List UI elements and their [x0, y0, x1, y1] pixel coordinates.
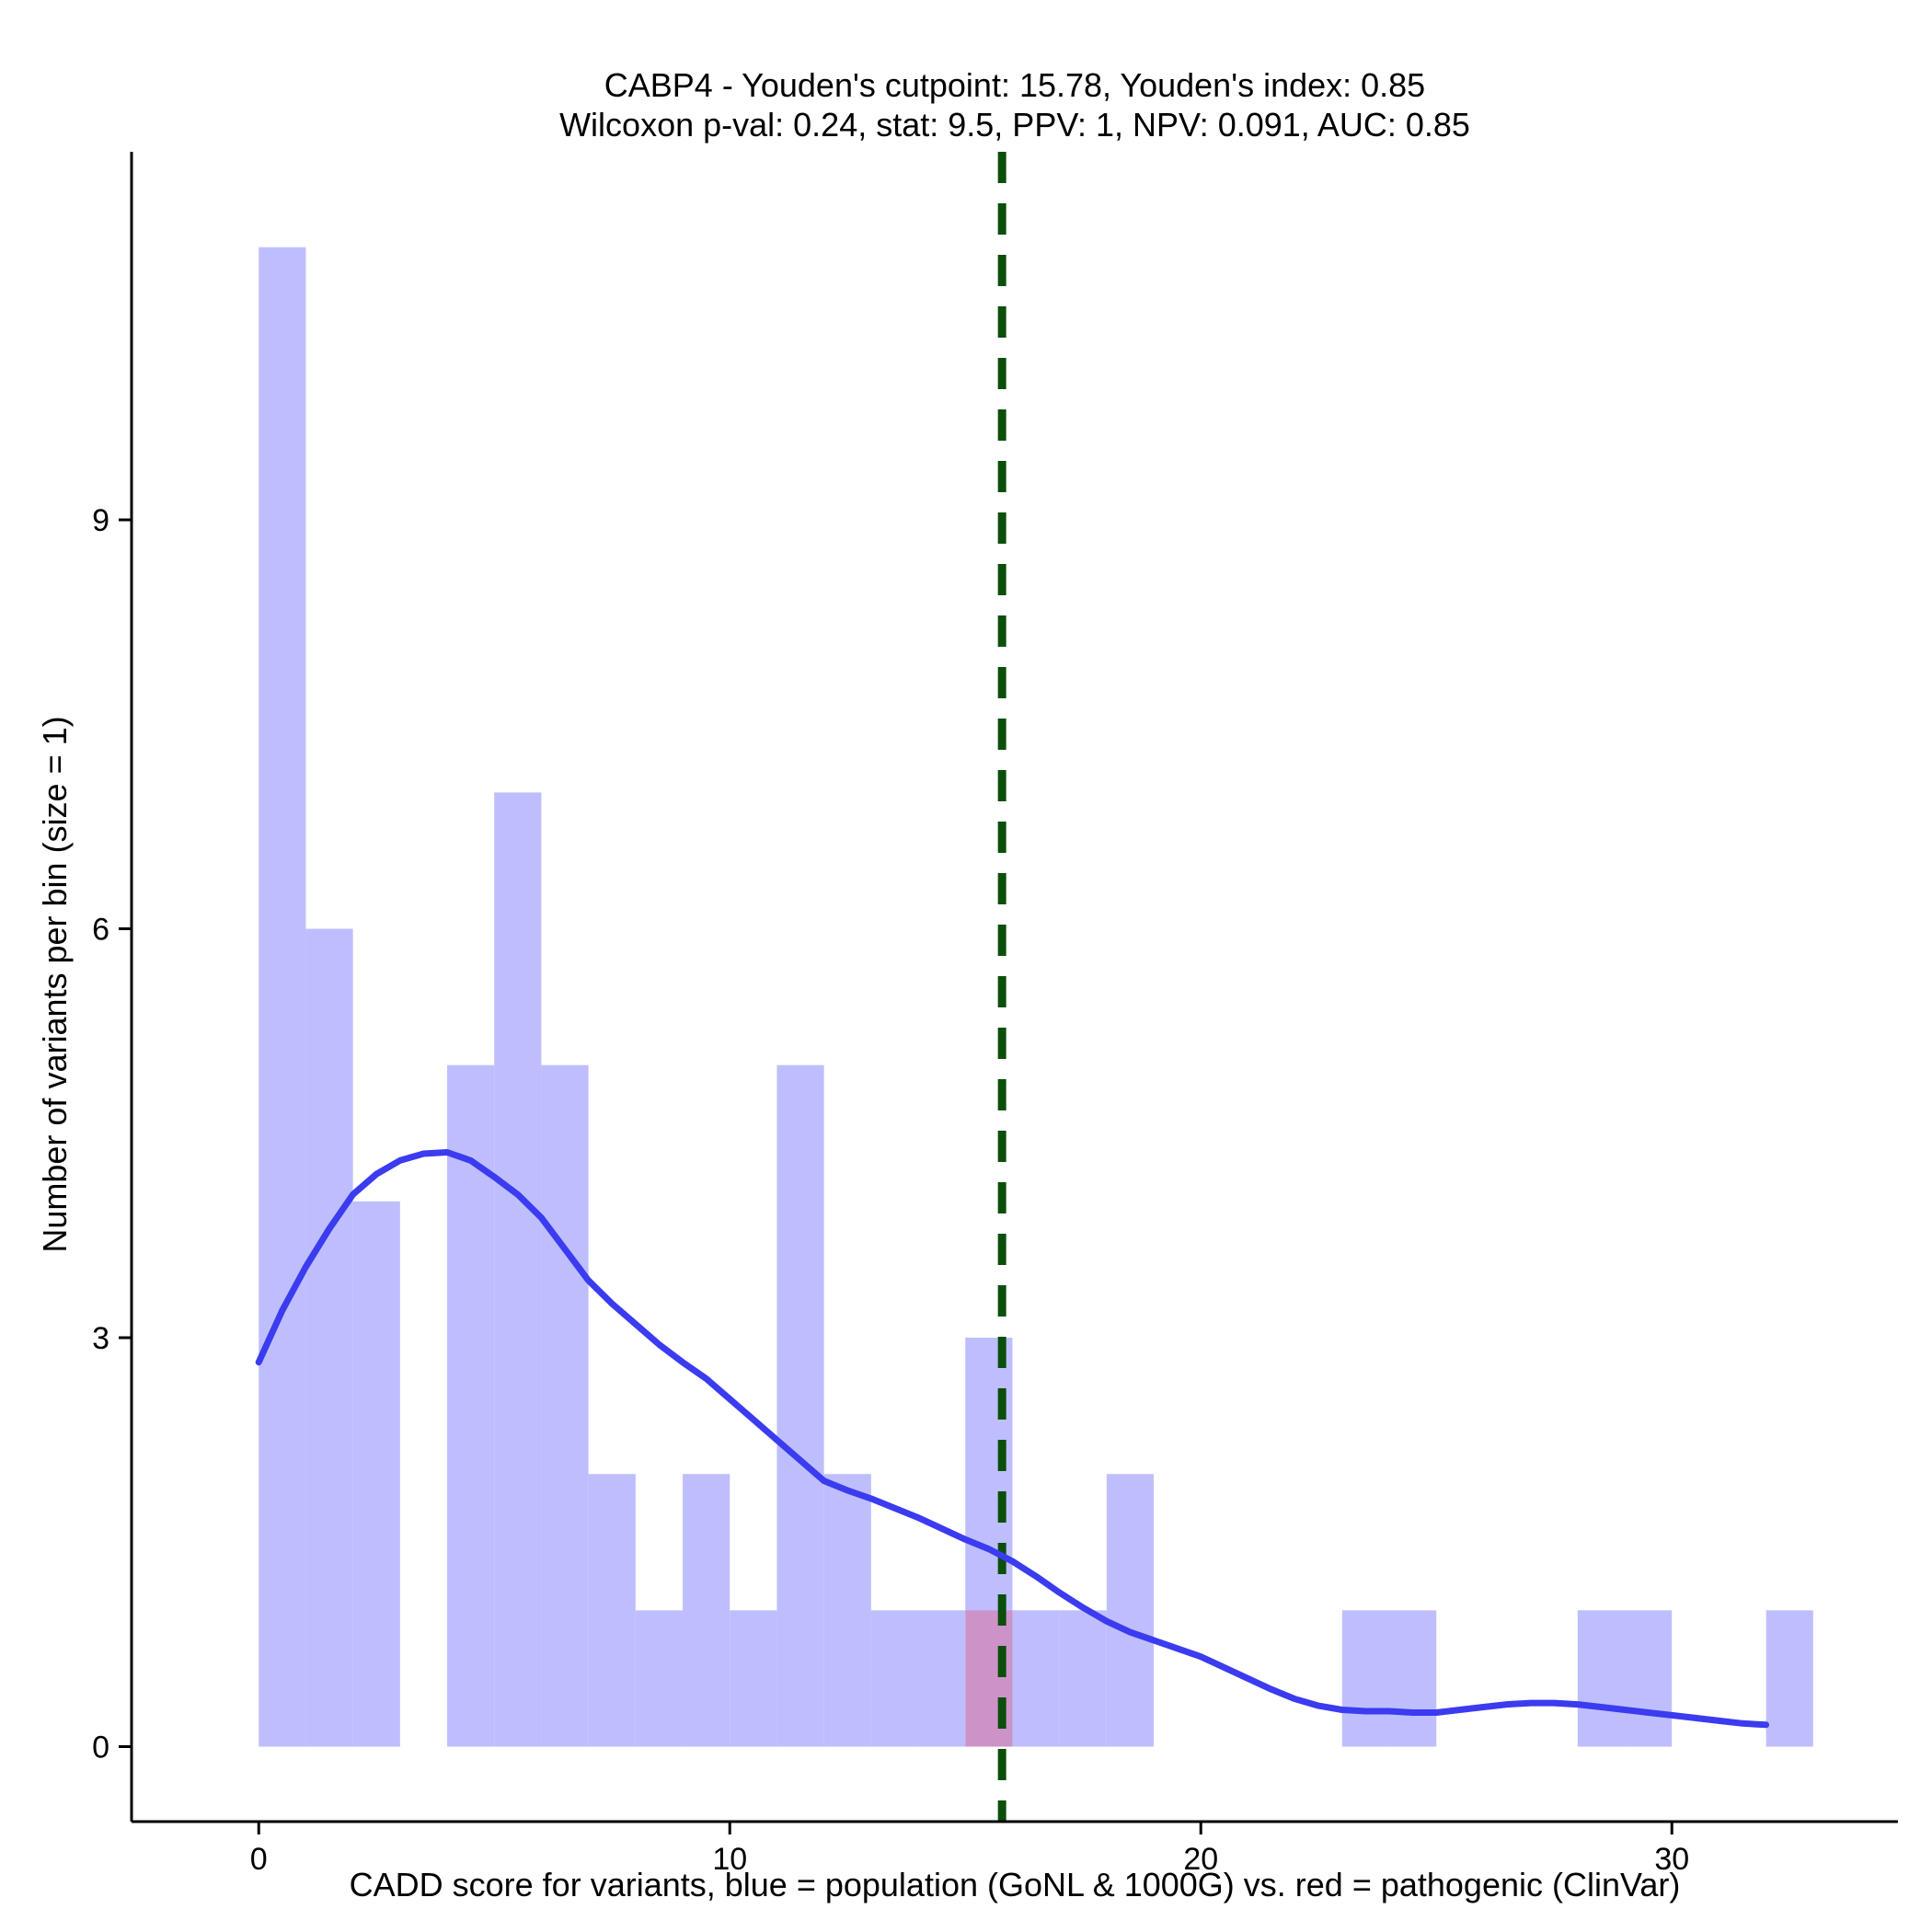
x-tick-label: 20: [1183, 1842, 1218, 1877]
y-tick-label: 3: [92, 1321, 109, 1356]
population-bar: [305, 928, 353, 1747]
chart-title-line-2: Wilcoxon p-val: 0.24, stat: 9.5, PPV: 1,…: [559, 106, 1470, 144]
population-bar: [870, 1610, 919, 1747]
population-bar: [494, 792, 542, 1747]
population-bar: [823, 1474, 871, 1747]
y-tick-label: 9: [92, 503, 109, 538]
population-bar: [1389, 1610, 1437, 1747]
y-tick-label: 0: [92, 1731, 109, 1765]
population-bar: [259, 247, 306, 1747]
population-bar: [352, 1201, 400, 1747]
population-bar: [1106, 1474, 1155, 1747]
population-bar: [1341, 1610, 1390, 1747]
y-tick-label: 6: [92, 913, 109, 948]
y-axis-label: Number of variants per bin (size = 1): [36, 716, 74, 1252]
x-axis-label: CADD score for variants, blue = populati…: [350, 1866, 1681, 1903]
x-tick-label: 0: [250, 1842, 268, 1877]
density-layer: [255, 1149, 1770, 1729]
population-bar: [1577, 1610, 1626, 1747]
population-bar: [918, 1610, 966, 1747]
population-bar: [588, 1474, 636, 1747]
population-bar: [1765, 1610, 1813, 1747]
population-bar: [635, 1610, 684, 1747]
histogram-bars: [259, 247, 1813, 1747]
x-tick-label: 10: [712, 1842, 747, 1877]
population-bar: [776, 1064, 824, 1747]
population-bar: [730, 1610, 777, 1747]
population-bar: [541, 1064, 589, 1747]
axes: 0 10 20 30 0 3 6 9: [92, 152, 1898, 1877]
population-bar: [683, 1474, 730, 1747]
x-tick-label: 30: [1654, 1842, 1689, 1877]
population-bar: [1625, 1610, 1673, 1747]
population-bar: [447, 1064, 495, 1747]
density-curve: [255, 1149, 1770, 1729]
chart-title-line-1: CABP4 - Youden's cutpoint: 15.78, Youden…: [604, 66, 1425, 104]
population-bar: [1059, 1610, 1107, 1747]
population-bar: [1012, 1610, 1060, 1747]
